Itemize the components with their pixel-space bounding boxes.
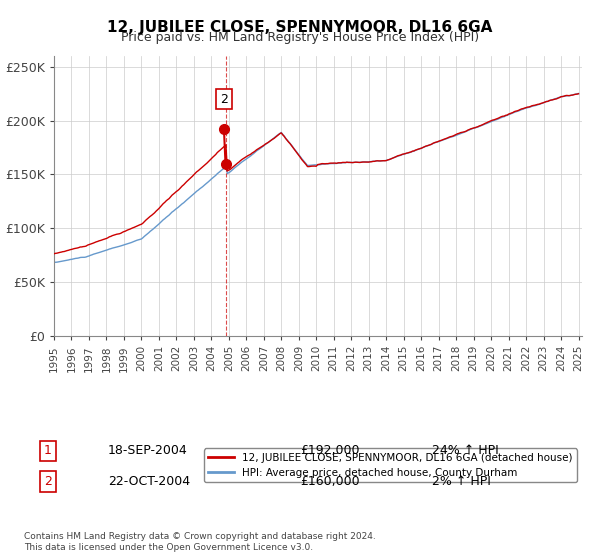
Text: 24% ↑ HPI: 24% ↑ HPI [432,444,499,458]
Text: Contains HM Land Registry data © Crown copyright and database right 2024.
This d: Contains HM Land Registry data © Crown c… [24,532,376,552]
Text: Price paid vs. HM Land Registry's House Price Index (HPI): Price paid vs. HM Land Registry's House … [121,31,479,44]
Text: 22-OCT-2004: 22-OCT-2004 [108,475,190,488]
Text: 2: 2 [44,475,52,488]
Text: 2: 2 [220,92,228,106]
Text: 18-SEP-2004: 18-SEP-2004 [108,444,188,458]
Text: 12, JUBILEE CLOSE, SPENNYMOOR, DL16 6GA: 12, JUBILEE CLOSE, SPENNYMOOR, DL16 6GA [107,20,493,35]
Text: £160,000: £160,000 [300,475,359,488]
Text: 1: 1 [44,444,52,458]
Text: 2% ↑ HPI: 2% ↑ HPI [432,475,491,488]
Text: £192,000: £192,000 [300,444,359,458]
Legend: 12, JUBILEE CLOSE, SPENNYMOOR, DL16 6GA (detached house), HPI: Average price, de: 12, JUBILEE CLOSE, SPENNYMOOR, DL16 6GA … [203,449,577,482]
